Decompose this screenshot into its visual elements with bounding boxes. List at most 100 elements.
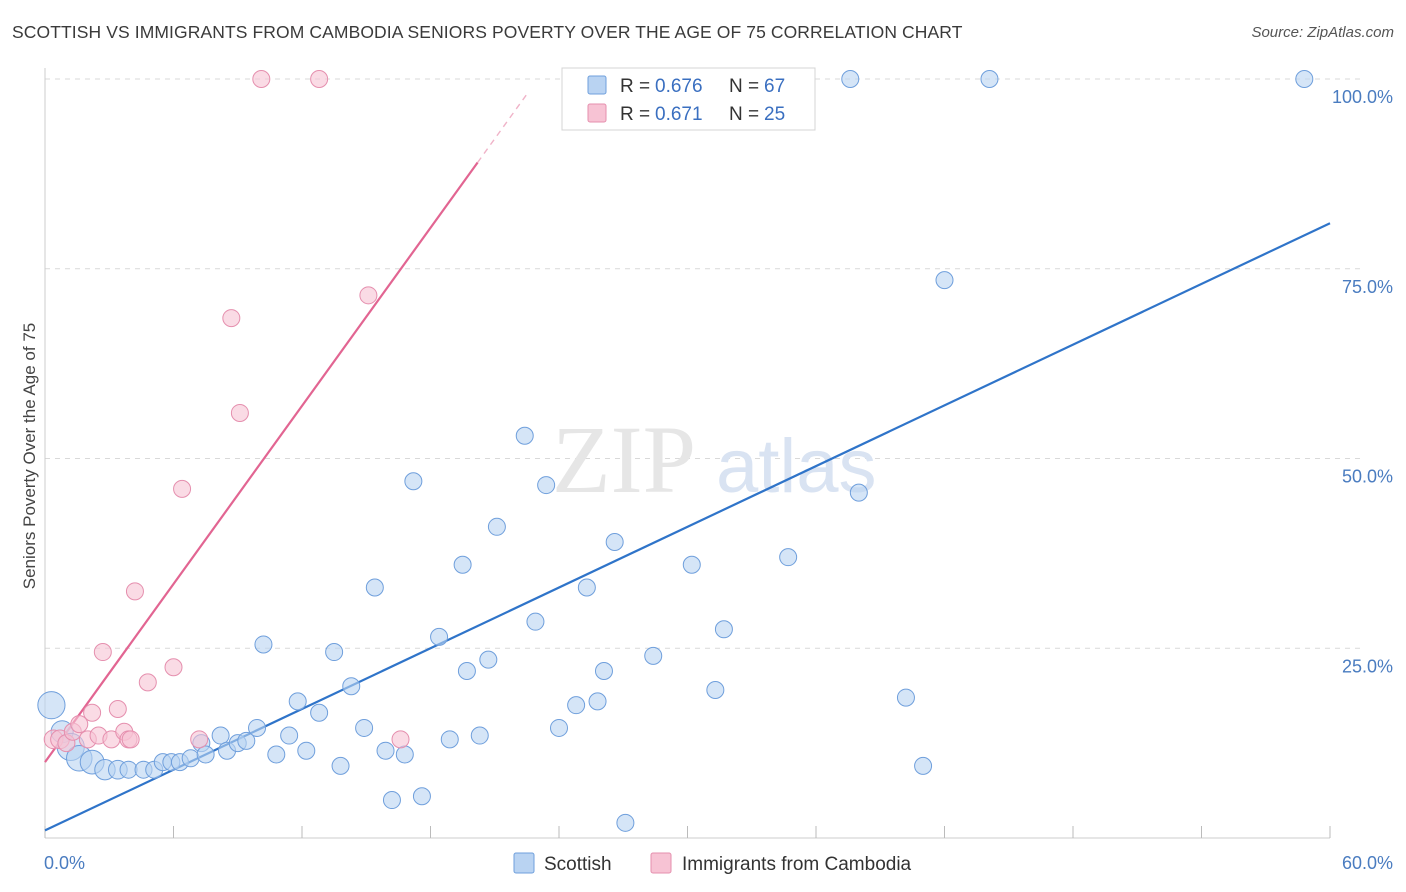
- scottish-point-56: [706, 680, 725, 699]
- stats-legend: R = 0.676 N = 67 R = 0.671 N = 25: [561, 67, 816, 131]
- cambodia-point-6: [83, 703, 102, 722]
- watermark-zip: ZIP: [552, 406, 696, 513]
- scottish-point-42: [479, 650, 498, 669]
- legend-swatch-cambodia: [587, 103, 607, 123]
- cambodia-point-15: [138, 673, 157, 692]
- scottish-point-53: [616, 813, 635, 832]
- scottish-point-46: [537, 476, 556, 495]
- cambodia-point-24: [391, 730, 410, 749]
- scottish-point-26: [310, 703, 329, 722]
- source-credit: Source: ZipAtlas.com: [1251, 24, 1394, 41]
- cambodia-point-23: [359, 286, 378, 305]
- cambodia-point-4: [70, 715, 89, 734]
- gridlines: [45, 78, 1365, 649]
- scottish-point-29: [342, 677, 361, 696]
- scottish-point-7: [119, 760, 138, 779]
- scottish-point-43: [487, 517, 506, 536]
- scottish-point-21: [254, 635, 273, 654]
- scottish-point-49: [577, 578, 596, 597]
- cambodia-trend-extension: [477, 93, 528, 163]
- scottish-point-32: [376, 741, 395, 760]
- y-tick-labels: 25.0% 50.0% 75.0% 100.0%: [1332, 87, 1393, 676]
- scottish-point-27: [325, 643, 344, 662]
- cambodia-point-21: [252, 70, 271, 88]
- scottish-point-64: [980, 70, 999, 88]
- scottish-point-39: [453, 555, 472, 574]
- legend-label-cambodia: Immigrants from Cambodia: [682, 854, 912, 875]
- watermark: ZIP atlas: [552, 406, 877, 513]
- stats-n-value-1: 67: [764, 76, 785, 97]
- scottish-point-24: [288, 692, 307, 711]
- legend-swatch-scottish-bottom: [513, 852, 535, 874]
- legend-label-scottish: Scottish: [544, 854, 612, 875]
- scottish-point-41: [470, 726, 489, 745]
- cambodia-point-10: [108, 699, 127, 718]
- stats-r-label-2: R =: [620, 104, 650, 125]
- scottish-point-22: [267, 745, 286, 764]
- scottish-point-45: [526, 612, 545, 631]
- y-tick-label-1: 50.0%: [1342, 467, 1393, 487]
- scottish-point-40: [457, 662, 476, 681]
- scottish-point-34: [395, 745, 414, 764]
- scottish-point-61: [896, 688, 915, 707]
- scottish-point-65: [1295, 70, 1314, 88]
- x-tick-labels: 0.0% 60.0%: [44, 853, 1393, 873]
- legend-swatch-cambodia-bottom: [650, 852, 672, 874]
- scottish-point-31: [365, 578, 384, 597]
- cambodia-point-20: [230, 403, 249, 422]
- cambodia-point-17: [173, 479, 192, 498]
- scottish-point-33: [382, 791, 401, 810]
- cambodia-point-19: [222, 309, 241, 328]
- x-tick-label-1: 60.0%: [1342, 853, 1393, 873]
- scottish-point-15: [196, 745, 215, 764]
- stats-n-label-2: N =: [729, 104, 759, 125]
- scottish-point-38: [440, 730, 459, 749]
- scottish-point-60: [849, 483, 868, 502]
- scottish-point-37: [430, 627, 449, 646]
- stats-r-value-1: 0.676: [655, 76, 703, 97]
- scottish-point-44: [515, 426, 534, 445]
- scottish-point-62: [914, 756, 933, 775]
- scottish-point-30: [355, 718, 374, 737]
- scottish-point-52: [605, 532, 624, 551]
- scottish-point-51: [594, 662, 613, 681]
- scottish-point-16: [211, 726, 230, 745]
- cambodia-trend-line: [44, 161, 479, 763]
- cambodia-point-22: [310, 70, 329, 88]
- scottish-point-19: [237, 731, 256, 750]
- y-tick-label-0: 25.0%: [1342, 656, 1393, 676]
- scottish-point-36: [412, 787, 431, 806]
- watermark-atlas: atlas: [716, 424, 877, 509]
- y-axis-title: Seniors Poverty Over the Age of 75: [20, 323, 39, 589]
- series-legend: Scottish Immigrants from Cambodia: [513, 852, 912, 875]
- scottish-point-28: [331, 756, 350, 775]
- cambodia-point-8: [93, 643, 112, 662]
- cambodia-point-18: [190, 730, 209, 749]
- scottish-point-48: [567, 696, 586, 715]
- stats-r-value-2: 0.671: [655, 104, 703, 125]
- scottish-point-54: [644, 646, 663, 665]
- scottish-point-13: [181, 749, 200, 768]
- legend-swatch-scottish: [587, 75, 607, 95]
- scottish-point-58: [779, 548, 798, 567]
- cambodia-point-14: [125, 582, 144, 601]
- stats-n-value-2: 25: [764, 104, 785, 125]
- cambodia-point-16: [164, 658, 183, 677]
- chart-title: SCOTTISH VS IMMIGRANTS FROM CAMBODIA SEN…: [12, 22, 963, 42]
- cambodia-point-13: [121, 730, 140, 749]
- scottish-point-47: [550, 718, 568, 737]
- stats-r-label-1: R =: [620, 76, 650, 97]
- y-tick-label-2: 75.0%: [1342, 277, 1393, 297]
- x-tick-label-0: 0.0%: [44, 853, 85, 873]
- scottish-point-23: [280, 726, 299, 745]
- scottish-point-20: [248, 718, 267, 737]
- scottish-point-35: [404, 472, 423, 491]
- y-tick-label-3: 100.0%: [1332, 87, 1393, 107]
- scottish-point-0: [37, 691, 66, 720]
- scottish-point-63: [935, 271, 954, 290]
- scottish-point-57: [714, 620, 733, 639]
- scottish-point-55: [682, 555, 701, 574]
- data-points: [37, 70, 1314, 832]
- stats-n-label-1: N =: [729, 76, 759, 97]
